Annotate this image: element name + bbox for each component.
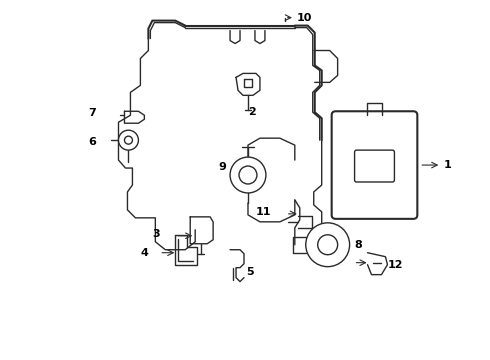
- Text: 5: 5: [246, 267, 254, 276]
- Text: 1: 1: [443, 160, 451, 170]
- Text: 12: 12: [388, 260, 403, 270]
- FancyBboxPatch shape: [332, 111, 417, 219]
- Text: 7: 7: [89, 108, 97, 118]
- Text: 8: 8: [355, 240, 362, 250]
- Circle shape: [306, 223, 349, 267]
- Circle shape: [318, 235, 338, 255]
- Circle shape: [124, 136, 132, 144]
- Text: 9: 9: [218, 162, 226, 172]
- Text: 6: 6: [89, 137, 97, 147]
- FancyBboxPatch shape: [355, 150, 394, 182]
- Text: 11: 11: [256, 207, 271, 217]
- Text: 3: 3: [152, 229, 160, 239]
- Text: 4: 4: [141, 248, 148, 258]
- Text: 10: 10: [297, 13, 312, 23]
- Circle shape: [230, 157, 266, 193]
- Text: 2: 2: [248, 107, 256, 117]
- Circle shape: [119, 130, 138, 150]
- Circle shape: [239, 166, 257, 184]
